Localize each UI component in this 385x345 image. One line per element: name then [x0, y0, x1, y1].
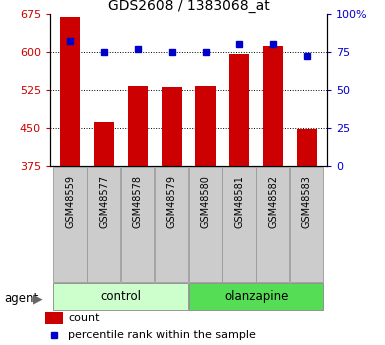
- Text: GSM48580: GSM48580: [201, 175, 211, 228]
- Bar: [263, 46, 283, 166]
- Text: control: control: [100, 290, 142, 303]
- FancyBboxPatch shape: [121, 167, 154, 282]
- Text: GSM48578: GSM48578: [133, 175, 143, 228]
- Bar: [60, 17, 80, 166]
- FancyBboxPatch shape: [189, 167, 222, 282]
- Bar: [128, 86, 148, 166]
- FancyBboxPatch shape: [155, 167, 188, 282]
- Text: GSM48583: GSM48583: [302, 175, 312, 228]
- FancyBboxPatch shape: [256, 167, 290, 282]
- FancyBboxPatch shape: [54, 284, 188, 310]
- Text: agent: agent: [4, 292, 38, 305]
- Text: GSM48582: GSM48582: [268, 175, 278, 228]
- Bar: [196, 86, 216, 166]
- Text: GSM48581: GSM48581: [234, 175, 244, 228]
- Title: GDS2608 / 1383068_at: GDS2608 / 1383068_at: [108, 0, 270, 13]
- Bar: [94, 121, 114, 166]
- FancyBboxPatch shape: [189, 284, 323, 310]
- FancyBboxPatch shape: [87, 167, 121, 282]
- Text: percentile rank within the sample: percentile rank within the sample: [68, 330, 256, 340]
- Bar: [229, 54, 249, 166]
- Text: GSM48559: GSM48559: [65, 175, 75, 228]
- FancyBboxPatch shape: [54, 167, 87, 282]
- FancyBboxPatch shape: [223, 167, 256, 282]
- FancyBboxPatch shape: [290, 167, 323, 282]
- Bar: [162, 87, 182, 166]
- Text: ▶: ▶: [33, 293, 42, 306]
- Text: GSM48579: GSM48579: [167, 175, 177, 228]
- Bar: [45, 312, 63, 324]
- Bar: [297, 129, 317, 166]
- Text: olanzapine: olanzapine: [224, 290, 288, 303]
- Text: GSM48577: GSM48577: [99, 175, 109, 228]
- Text: count: count: [68, 313, 99, 323]
